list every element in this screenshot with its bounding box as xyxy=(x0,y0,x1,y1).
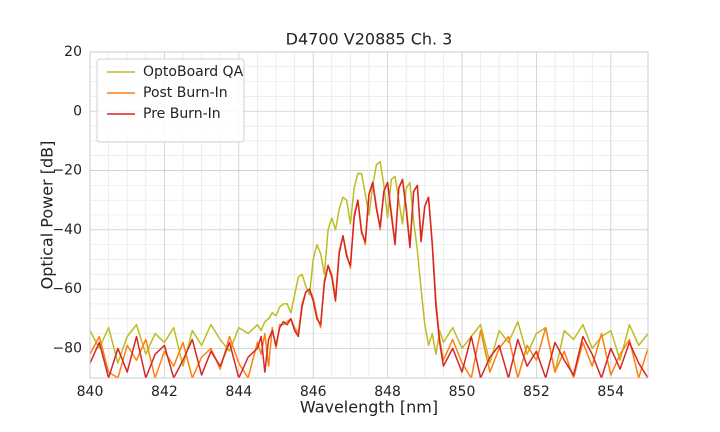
x-tick-label: 840 xyxy=(77,384,104,400)
y-axis-label: Optical Power [dB] xyxy=(38,141,57,290)
series-line xyxy=(90,178,648,378)
y-tick-label: −20 xyxy=(52,163,82,179)
y-tick-label: 20 xyxy=(64,44,82,60)
x-tick-label: 854 xyxy=(597,384,624,400)
legend: OptoBoard QA Post Burn-In Pre Burn-In xyxy=(96,58,245,143)
x-tick-label: 844 xyxy=(225,384,252,400)
x-tick-label: 846 xyxy=(300,384,327,400)
chart-title: D4700 V20885 Ch. 3 xyxy=(286,30,453,49)
plot-frame xyxy=(89,51,649,379)
legend-label: OptoBoard QA xyxy=(143,64,244,80)
legend-label: Pre Burn-In xyxy=(143,106,221,122)
y-tick-label: 0 xyxy=(73,103,82,119)
x-axis-label: Wavelength [nm] xyxy=(300,398,438,417)
x-tick-label: 850 xyxy=(449,384,476,400)
x-tick-label: 852 xyxy=(523,384,550,400)
lines xyxy=(90,160,648,378)
y-tick-label: −60 xyxy=(52,281,82,297)
series-line xyxy=(90,160,648,373)
y-tick-label: −40 xyxy=(52,222,82,238)
y-tick-label: −80 xyxy=(52,340,82,356)
x-tick-label: 842 xyxy=(151,384,178,400)
x-tick-label: 848 xyxy=(374,384,401,400)
legend-box xyxy=(96,58,245,143)
legend-label: Post Burn-In xyxy=(143,85,228,101)
